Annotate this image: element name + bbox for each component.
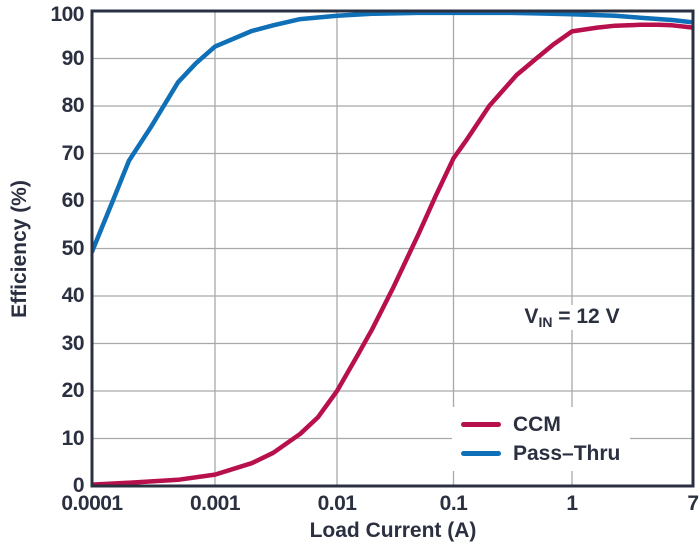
y-tick-label-10: 10 xyxy=(61,426,85,450)
vin-annotation: VIN = 12 V xyxy=(518,305,626,330)
y-tick-label-100: 100 xyxy=(50,3,84,26)
x-tick-label-0.01: 0.01 xyxy=(317,492,357,515)
legend-swatch-1 xyxy=(461,451,501,456)
series-curves xyxy=(91,10,694,487)
x-axis-title: Load Current (A) xyxy=(309,519,477,542)
x-tick-label-1: 1 xyxy=(566,492,578,515)
y-tick-label-90: 90 xyxy=(61,46,85,70)
curve-pass-thru xyxy=(91,10,694,255)
y-tick-label-0: 0 xyxy=(72,474,85,497)
y-tick-label-30: 30 xyxy=(61,331,85,355)
gridlines xyxy=(92,11,693,486)
y-tick-label-40: 40 xyxy=(61,284,85,307)
plot-border xyxy=(90,9,695,488)
legend-item-pass-thru: Pass–Thru xyxy=(461,439,620,468)
x-tick-label-0.001: 0.001 xyxy=(189,492,241,515)
y-tick-label-50: 50 xyxy=(61,236,85,260)
legend-label-0: CCM xyxy=(513,412,561,436)
x-tick-label-0.1: 0.1 xyxy=(439,492,468,515)
x-tick-label-0.0001: 0.0001 xyxy=(61,492,123,515)
vin-annotation-subscript: IN xyxy=(538,314,553,330)
legend-swatch-0 xyxy=(461,422,501,427)
legend-label-1: Pass–Thru xyxy=(513,441,621,465)
legend-item-ccm: CCM xyxy=(461,410,620,439)
vin-annotation-suffix: = 12 V xyxy=(552,305,620,328)
y-tick-label-60: 60 xyxy=(61,189,85,212)
curve-ccm xyxy=(91,22,694,487)
y-axis-title: Efficiency (%) xyxy=(8,180,31,318)
legend: CCM Pass–Thru xyxy=(452,407,631,471)
x-tick-label-7: 7 xyxy=(687,492,699,515)
y-tick-label-80: 80 xyxy=(61,94,85,117)
y-tick-label-70: 70 xyxy=(61,141,85,165)
y-tick-label-20: 20 xyxy=(61,379,85,402)
vin-annotation-prefix: V xyxy=(524,305,539,328)
